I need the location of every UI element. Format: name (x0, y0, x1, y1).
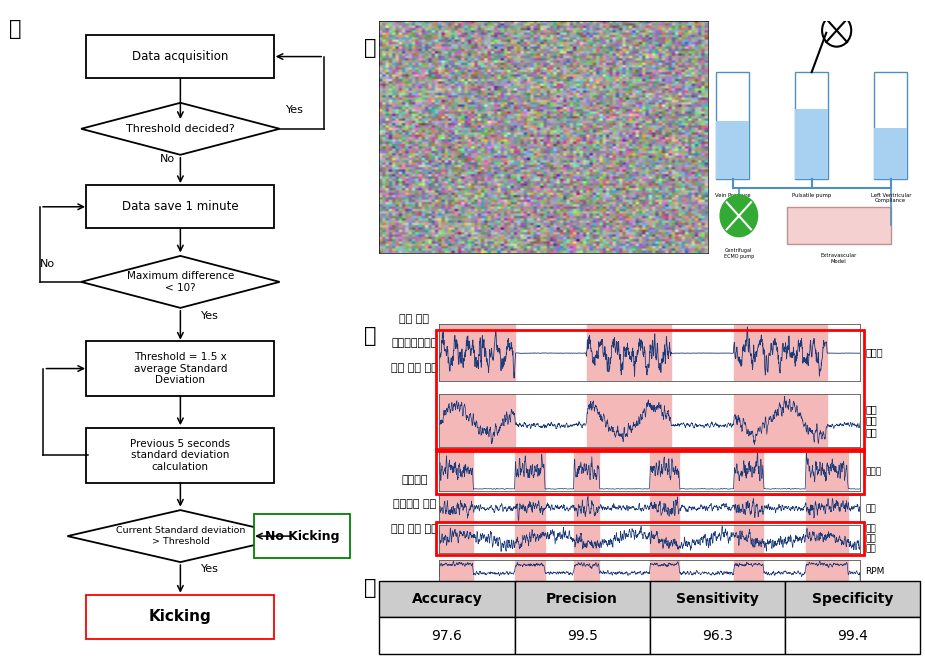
FancyBboxPatch shape (716, 120, 749, 179)
Text: 키킹 모사: 키킹 모사 (400, 314, 429, 324)
Polygon shape (81, 256, 279, 308)
Text: 성능 검증 결과: 성능 검증 결과 (391, 363, 438, 373)
Bar (439, 495, 473, 522)
Text: 데이터에 대한: 데이터에 대한 (393, 499, 436, 510)
Bar (515, 451, 545, 491)
Text: 펌프
전단
압력: 펌프 전단 압력 (866, 404, 877, 437)
Text: 펌프
전단
압력: 펌프 전단 압력 (866, 524, 876, 554)
Text: No: No (297, 514, 312, 524)
Text: 동물실험: 동물실험 (401, 475, 427, 485)
Bar (649, 525, 679, 553)
FancyBboxPatch shape (796, 109, 829, 179)
Bar (574, 586, 599, 608)
Text: 가속도: 가속도 (866, 467, 882, 476)
Text: No: No (160, 154, 175, 164)
Polygon shape (68, 510, 293, 562)
Bar (439, 394, 515, 447)
FancyBboxPatch shape (796, 72, 829, 179)
Text: Yes: Yes (201, 564, 219, 574)
Text: Pulsatile pump: Pulsatile pump (792, 193, 832, 198)
Text: 다: 다 (364, 326, 377, 346)
Text: Extravascular
Model: Extravascular Model (820, 253, 857, 263)
Text: 순환회로에서의: 순환회로에서의 (391, 338, 438, 348)
Bar (734, 525, 763, 553)
Text: Yes: Yes (201, 311, 219, 322)
Bar (574, 525, 599, 553)
Bar (586, 394, 671, 447)
Text: No: No (40, 260, 56, 269)
Bar (439, 586, 473, 608)
FancyBboxPatch shape (254, 514, 350, 558)
Text: Data save 1 minute: Data save 1 minute (122, 201, 239, 213)
Bar (515, 525, 545, 553)
Bar (806, 495, 847, 522)
Polygon shape (81, 103, 279, 155)
Bar (439, 451, 473, 491)
Bar (806, 586, 847, 608)
Text: Maximum difference
< 10?: Maximum difference < 10? (127, 271, 234, 293)
Text: RPM: RPM (866, 567, 885, 576)
FancyBboxPatch shape (86, 428, 275, 483)
Bar (574, 451, 599, 491)
Text: 가: 가 (9, 19, 22, 39)
Text: Left Ventricular
Compliance: Left Ventricular Compliance (870, 193, 911, 203)
Text: 전류: 전류 (866, 504, 876, 513)
Bar (734, 324, 827, 381)
Bar (734, 495, 763, 522)
Bar (806, 560, 847, 583)
Text: No Kicking: No Kicking (265, 530, 339, 543)
Circle shape (720, 195, 758, 237)
Bar (649, 451, 679, 491)
Bar (649, 495, 679, 522)
Bar (734, 394, 827, 447)
FancyBboxPatch shape (86, 35, 275, 78)
Text: Centrifugal
ECMO pump: Centrifugal ECMO pump (723, 248, 754, 259)
Text: 유량: 유량 (866, 592, 876, 602)
FancyBboxPatch shape (716, 72, 749, 179)
Bar (806, 451, 847, 491)
Bar (649, 560, 679, 583)
Bar (734, 586, 763, 608)
Bar (515, 586, 545, 608)
Bar (734, 560, 763, 583)
FancyBboxPatch shape (874, 72, 907, 179)
Bar (574, 495, 599, 522)
Bar (586, 324, 671, 381)
FancyBboxPatch shape (86, 185, 275, 228)
Text: 가속도: 가속도 (866, 348, 883, 357)
Bar (515, 560, 545, 583)
Bar (515, 495, 545, 522)
FancyBboxPatch shape (86, 341, 275, 396)
Text: 성능 검증 결과: 성능 검증 결과 (391, 524, 438, 534)
Text: Threshold = 1.5 x
average Standard
Deviation: Threshold = 1.5 x average Standard Devia… (133, 352, 228, 385)
Bar (649, 586, 679, 608)
Text: Yes: Yes (287, 105, 304, 115)
Text: Data acquisition: Data acquisition (132, 50, 228, 63)
Text: Previous 5 seconds
standard deviation
calculation: Previous 5 seconds standard deviation ca… (130, 439, 230, 472)
Text: 나: 나 (364, 38, 377, 58)
Bar (574, 560, 599, 583)
Text: Threshold decided?: Threshold decided? (126, 124, 235, 134)
Bar (439, 525, 473, 553)
Bar (806, 525, 847, 553)
FancyBboxPatch shape (86, 595, 275, 639)
Text: 라: 라 (364, 578, 377, 598)
Bar (439, 560, 473, 583)
Bar (734, 451, 763, 491)
Text: Current Standard deviation
> Threshold: Current Standard deviation > Threshold (116, 526, 245, 545)
Bar (439, 324, 515, 381)
FancyBboxPatch shape (786, 207, 891, 244)
FancyBboxPatch shape (874, 128, 907, 179)
Text: Vein Pressure: Vein Pressure (715, 193, 750, 198)
Text: Kicking: Kicking (149, 610, 212, 624)
